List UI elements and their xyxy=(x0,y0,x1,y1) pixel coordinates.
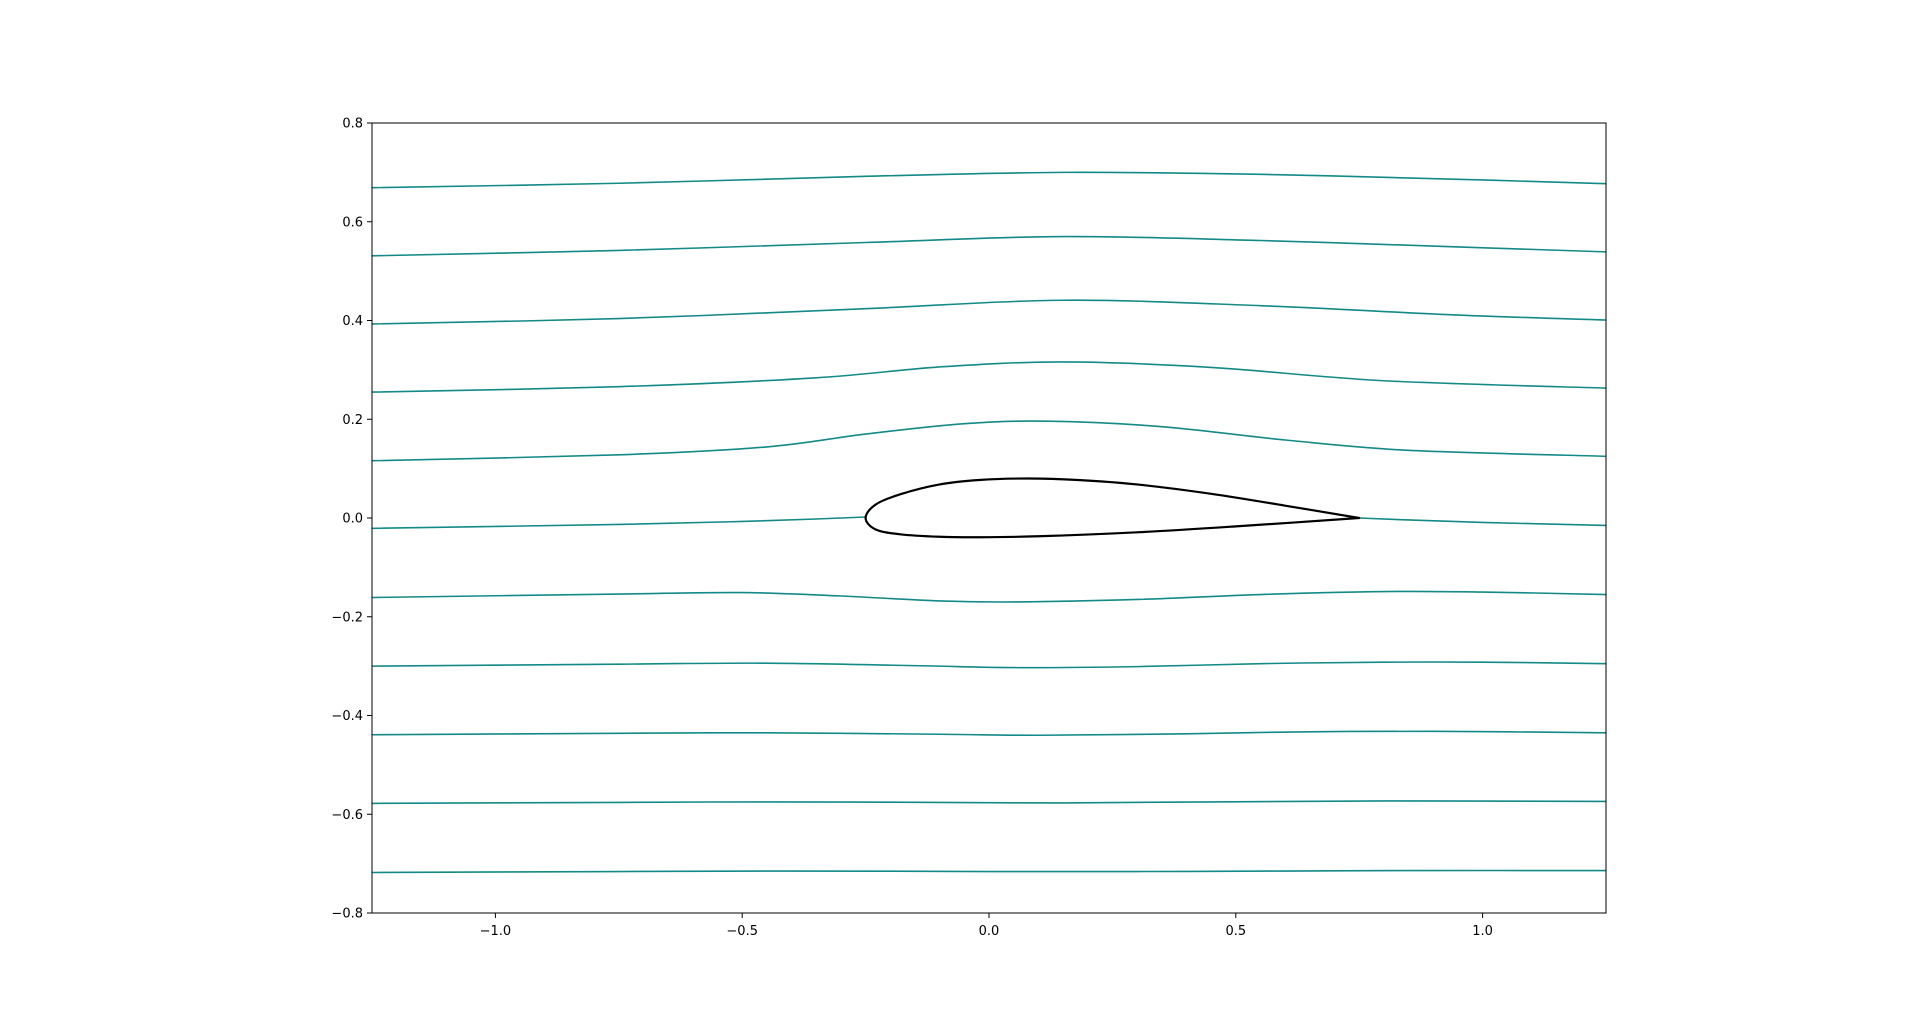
airfoil-outline xyxy=(864,477,1361,539)
streamline-8 xyxy=(371,590,1607,603)
streamline-6 xyxy=(371,516,866,530)
streamline-3 xyxy=(371,299,1607,325)
streamline-1 xyxy=(371,171,1607,189)
streamline-10 xyxy=(371,730,1607,737)
x-tick-label: −1.0 xyxy=(480,924,512,939)
y-tick-label: 0.6 xyxy=(342,215,363,230)
y-tick-label: 0.4 xyxy=(342,314,363,329)
x-tick-label: −0.5 xyxy=(726,924,758,939)
y-tick-label: −0.6 xyxy=(331,808,363,823)
y-tick-label: 0.2 xyxy=(342,413,363,428)
streamline-11 xyxy=(371,800,1607,805)
streamline-2 xyxy=(371,235,1607,257)
y-tick-label: −0.8 xyxy=(331,907,363,922)
streamline-9 xyxy=(371,661,1607,669)
y-tick-label: 0.8 xyxy=(342,117,363,132)
x-axis: −1.0 −0.5 0.0 0.5 1.0 xyxy=(480,913,1493,939)
x-tick-label: 0.0 xyxy=(979,924,1000,939)
y-axis: −0.8 −0.6 −0.4 −0.2 0.0 0.2 0.4 0.6 0.8 xyxy=(331,117,372,922)
y-tick-label: −0.4 xyxy=(331,709,363,724)
streamline-5 xyxy=(371,420,1607,462)
x-tick-label: 1.0 xyxy=(1472,924,1493,939)
airfoil xyxy=(864,477,1361,539)
streamline-7 xyxy=(1359,517,1607,527)
y-tick-label: 0.0 xyxy=(342,512,363,527)
streamline-12 xyxy=(371,869,1607,874)
y-tick-label: −0.2 xyxy=(331,610,363,625)
streamline-4 xyxy=(371,361,1607,393)
streamlines xyxy=(371,171,1607,874)
x-tick-label: 0.5 xyxy=(1225,924,1246,939)
